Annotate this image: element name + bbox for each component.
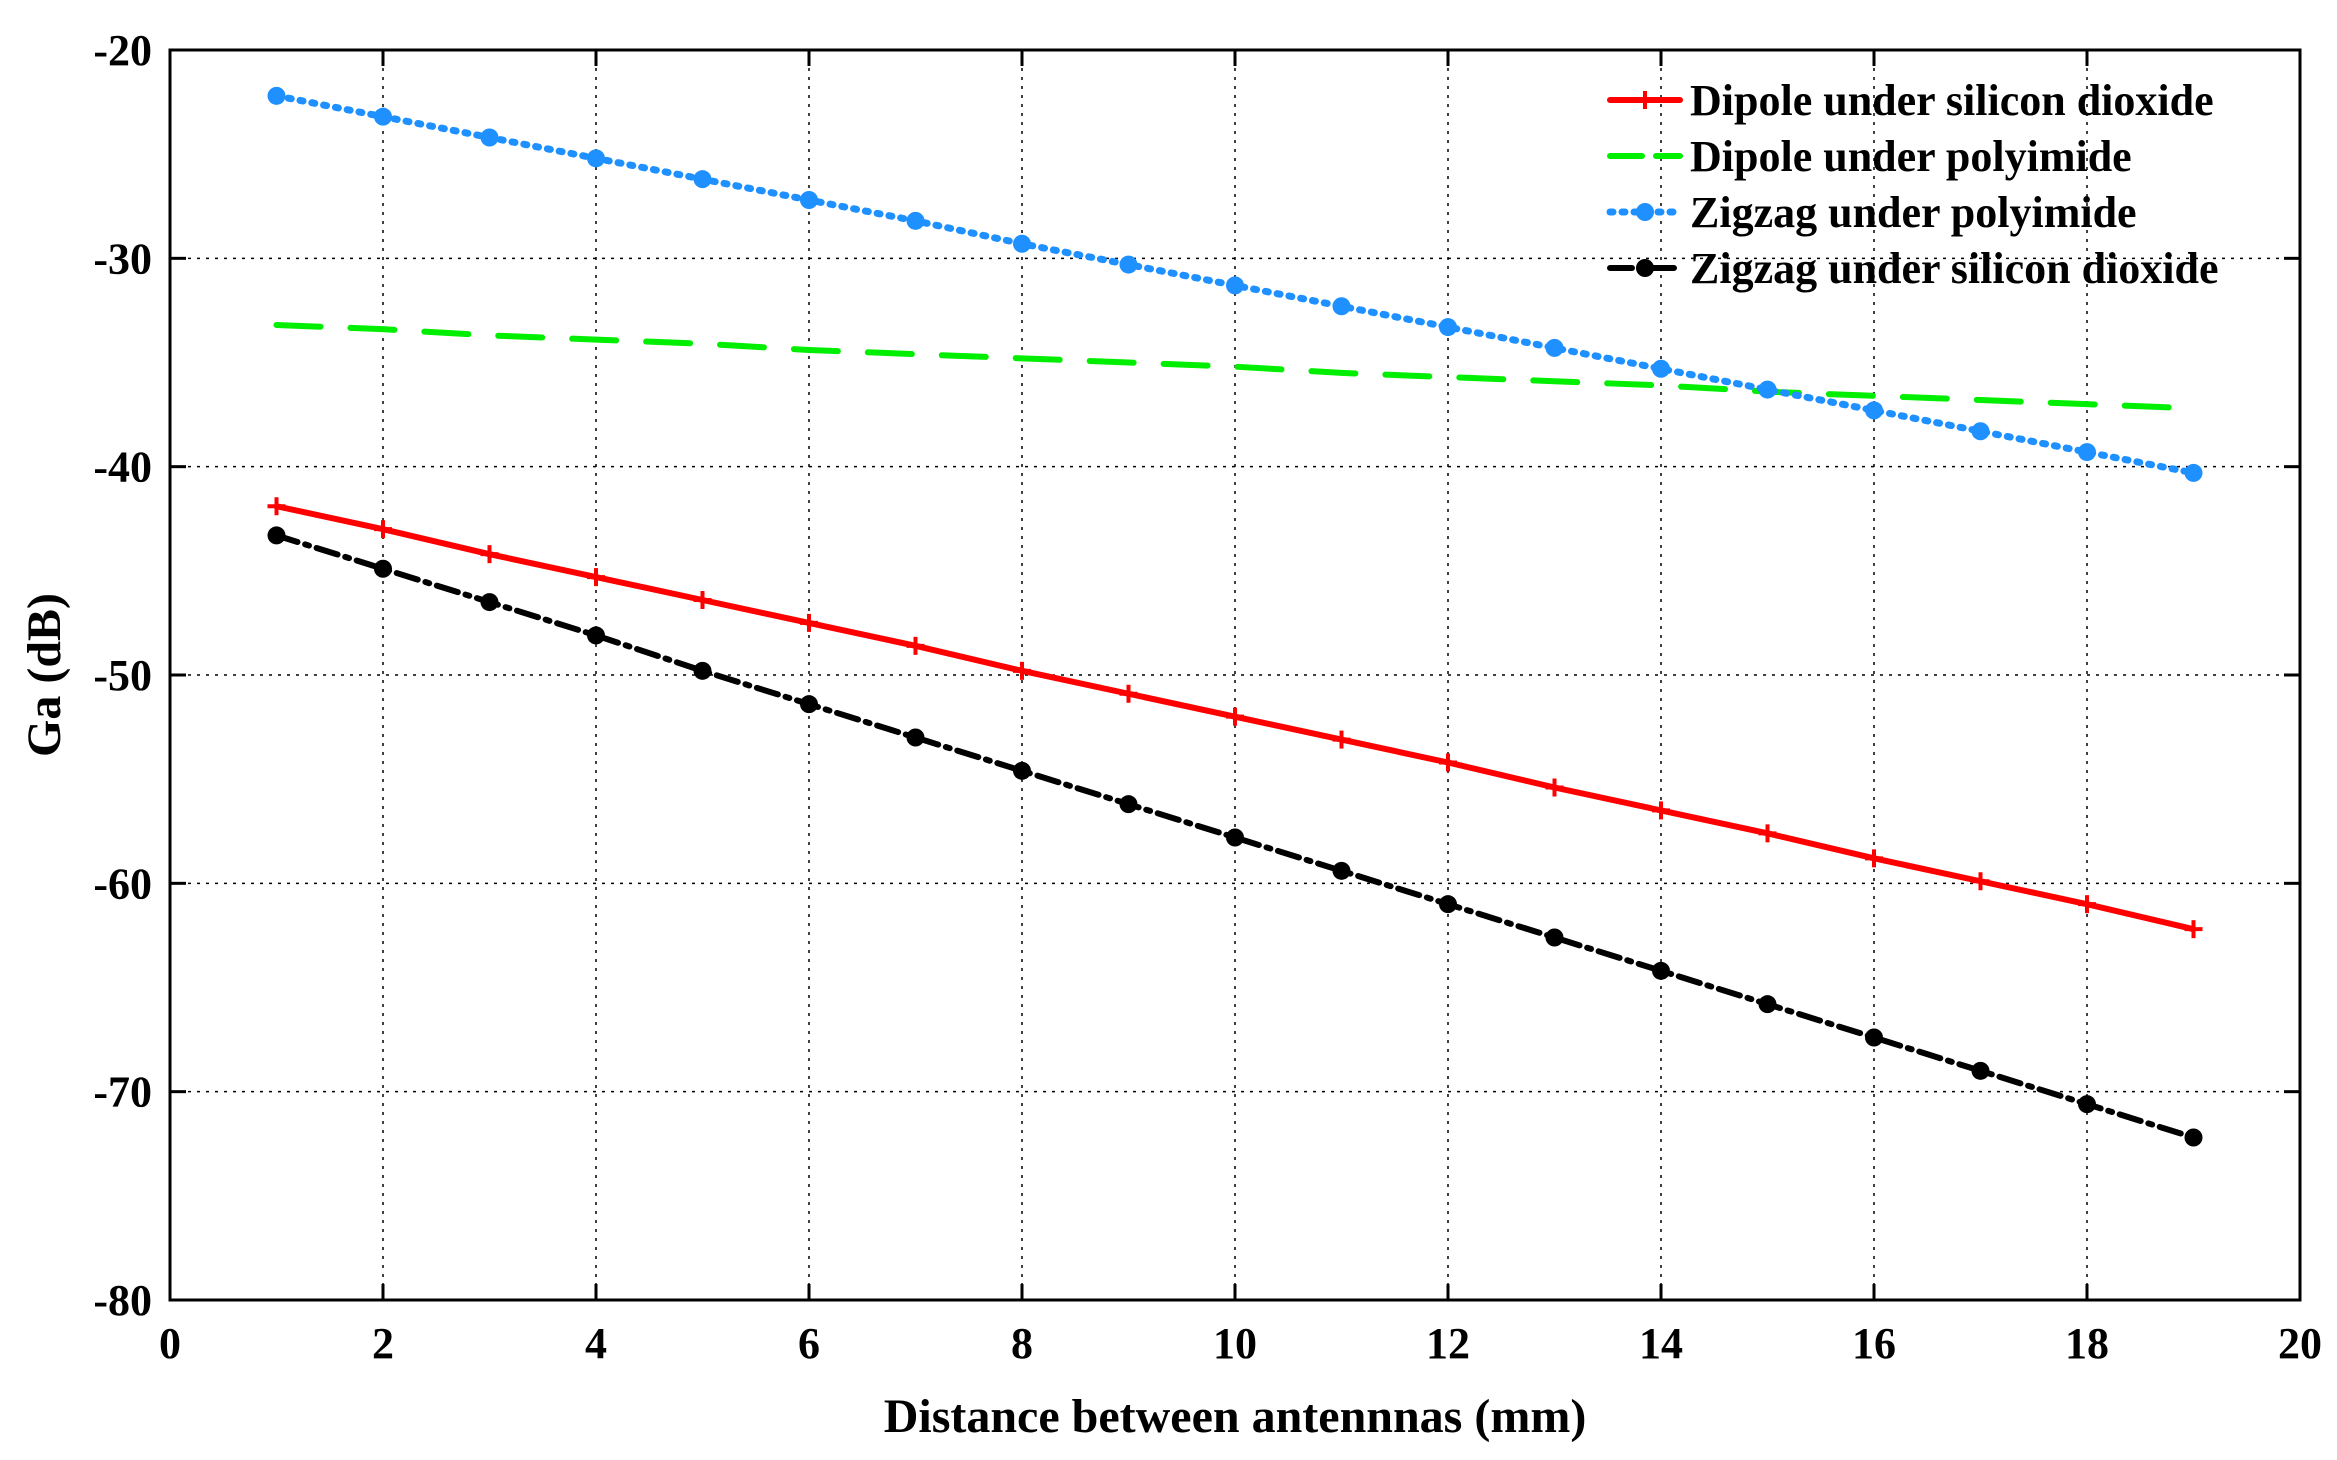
y-tick-label: -50 [93, 651, 152, 700]
series-1 [273, 322, 2197, 412]
y-tick-label: -80 [93, 1276, 152, 1325]
data-point [1971, 1061, 1990, 1080]
data-point [1439, 895, 1457, 914]
data-point [2078, 443, 2096, 462]
legend: Dipole under silicon dioxide Dipole under… [1606, 76, 2219, 293]
data-point [1758, 995, 1777, 1014]
data-point [1332, 297, 1351, 316]
data-point [1439, 318, 1457, 337]
data-point [374, 559, 392, 578]
data-point [1119, 795, 1138, 814]
legend-marker [1636, 91, 1654, 109]
data-point [1865, 849, 1883, 868]
data-point [1545, 338, 1564, 357]
y-tick-label: -30 [93, 234, 152, 283]
data-point [906, 728, 925, 747]
data-point [1013, 661, 1031, 680]
series-0 [267, 497, 2203, 939]
data-point [1865, 1028, 1883, 1047]
data-point [587, 149, 605, 168]
data-point [1545, 928, 1564, 947]
data-point [693, 170, 712, 189]
data-point [1971, 872, 1990, 891]
series-line [273, 322, 2197, 412]
data-point [1226, 276, 1244, 295]
series-3 [267, 526, 2203, 1147]
data-point [2184, 1128, 2203, 1147]
x-tick-label: 6 [798, 1319, 820, 1368]
data-point [587, 626, 605, 645]
data-point [693, 661, 712, 680]
series-2 [267, 86, 2203, 482]
data-point [2078, 895, 2096, 914]
data-point [1226, 707, 1244, 726]
y-tick-label: -70 [93, 1068, 152, 1117]
x-tick-label: 14 [1639, 1319, 1683, 1368]
data-point [1439, 753, 1457, 772]
x-tick-label: 16 [1852, 1319, 1896, 1368]
y-tick-label: -40 [93, 443, 152, 492]
data-point [2184, 920, 2203, 939]
data-point [2078, 1095, 2096, 1114]
data-point [267, 86, 286, 105]
data-point [1119, 255, 1138, 274]
axis-ticks: 0 2 4 6 8 10 12 14 16 18 20 -20 -30 -40 -50 -60 -70 -80 [93, 26, 2322, 1368]
legend-label: Dipole under silicon dioxide [1690, 76, 2214, 125]
data-point [693, 591, 712, 609]
legend-label: Zigzag under silicon dioxide [1690, 244, 2219, 293]
x-tick-label: 4 [585, 1319, 607, 1368]
y-tick-label: -20 [93, 26, 152, 75]
data-point [1865, 401, 1883, 420]
data-point [267, 497, 286, 516]
legend-marker [1636, 259, 1654, 277]
legend-label: Zigzag under polyimide [1690, 188, 2137, 237]
data-point [1013, 761, 1031, 780]
series-lines [267, 86, 2203, 1147]
data-point [480, 593, 499, 612]
data-point [267, 526, 286, 545]
x-tick-label: 10 [1213, 1319, 1257, 1368]
data-point [1545, 778, 1564, 797]
y-tick-label: -60 [93, 859, 152, 908]
data-point [587, 568, 605, 587]
x-tick-label: 0 [159, 1319, 181, 1368]
data-point [374, 107, 392, 126]
data-point [1758, 380, 1777, 399]
x-axis-label: Distance between antennnas (mm) [884, 1390, 1587, 1443]
x-tick-label: 18 [2065, 1319, 2109, 1368]
data-point [1652, 961, 1670, 980]
data-point [800, 695, 818, 714]
data-point [480, 128, 499, 147]
data-point [1013, 234, 1031, 253]
data-point [1652, 801, 1670, 820]
data-point [1652, 359, 1670, 378]
data-point [1758, 824, 1777, 843]
data-point [1332, 730, 1351, 749]
x-tick-label: 12 [1426, 1319, 1470, 1368]
data-point [1119, 684, 1138, 703]
data-point [2184, 463, 2203, 482]
data-point [906, 211, 925, 230]
y-axis-label: Ga (dB) [18, 593, 71, 757]
data-point [1226, 828, 1244, 847]
x-tick-label: 20 [2278, 1319, 2322, 1368]
data-point [800, 613, 818, 632]
data-point [1332, 861, 1351, 880]
legend-label: Dipole under polyimide [1690, 132, 2132, 181]
data-point [374, 520, 392, 539]
grid [170, 50, 2300, 1300]
data-point [1971, 422, 1990, 441]
data-point [906, 636, 925, 655]
data-point [800, 191, 818, 209]
data-point [480, 545, 499, 564]
x-tick-label: 8 [1011, 1319, 1033, 1368]
legend-marker [1636, 203, 1654, 221]
x-tick-label: 2 [372, 1319, 394, 1368]
